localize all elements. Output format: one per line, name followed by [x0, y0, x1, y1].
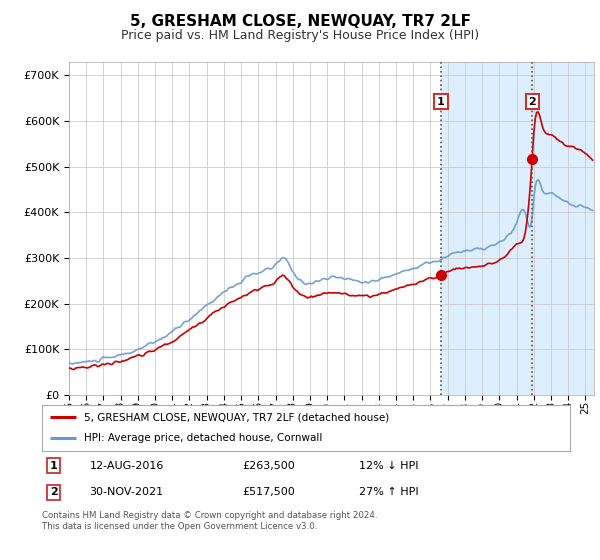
Text: Contains HM Land Registry data © Crown copyright and database right 2024.: Contains HM Land Registry data © Crown c…	[42, 511, 377, 520]
Text: 12-AUG-2016: 12-AUG-2016	[89, 461, 164, 471]
Text: 2: 2	[529, 96, 536, 106]
Text: 30-NOV-2021: 30-NOV-2021	[89, 487, 164, 497]
Text: 2: 2	[50, 487, 58, 497]
Text: £263,500: £263,500	[242, 461, 295, 471]
Text: £517,500: £517,500	[242, 487, 295, 497]
Bar	[441, 62, 594, 395]
Text: 5, GRESHAM CLOSE, NEWQUAY, TR7 2LF (detached house): 5, GRESHAM CLOSE, NEWQUAY, TR7 2LF (deta…	[84, 412, 389, 422]
Text: This data is licensed under the Open Government Licence v3.0.: This data is licensed under the Open Gov…	[42, 522, 317, 531]
Text: 1: 1	[437, 96, 445, 106]
Text: 27% ↑ HPI: 27% ↑ HPI	[359, 487, 418, 497]
Text: HPI: Average price, detached house, Cornwall: HPI: Average price, detached house, Corn…	[84, 433, 323, 444]
Text: 12% ↓ HPI: 12% ↓ HPI	[359, 461, 418, 471]
Text: Price paid vs. HM Land Registry's House Price Index (HPI): Price paid vs. HM Land Registry's House …	[121, 29, 479, 42]
Text: 5, GRESHAM CLOSE, NEWQUAY, TR7 2LF: 5, GRESHAM CLOSE, NEWQUAY, TR7 2LF	[130, 14, 470, 29]
Text: 1: 1	[50, 461, 58, 471]
